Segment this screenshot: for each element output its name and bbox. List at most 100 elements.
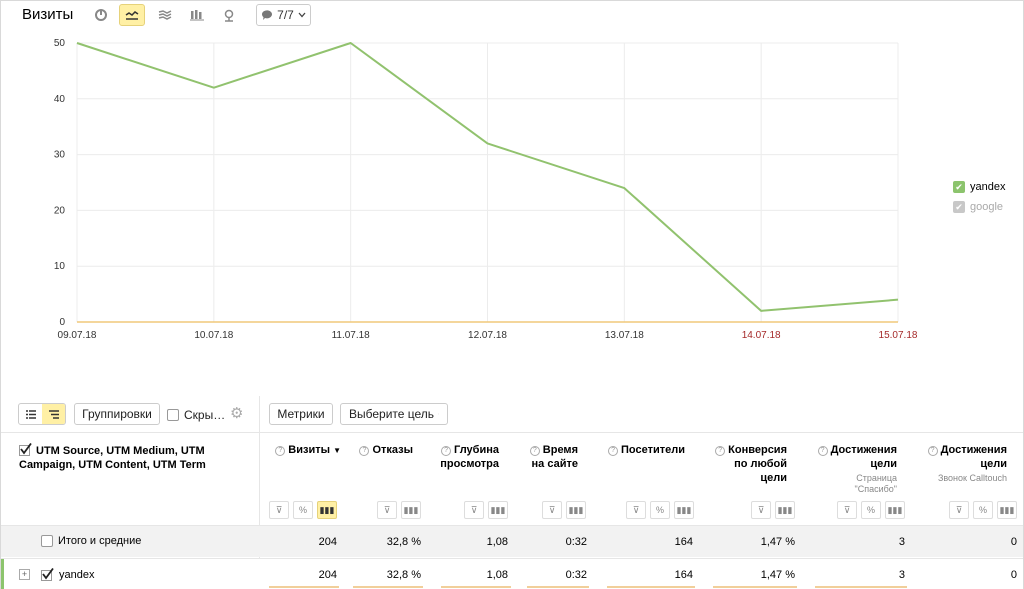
filter-icon[interactable]: ⊽ xyxy=(949,501,969,519)
checkbox-checked-icon: ✔ xyxy=(953,201,965,213)
percent-icon[interactable]: % xyxy=(973,501,993,519)
cell-visits: 204 xyxy=(318,536,337,548)
filter-icon[interactable]: ⊽ xyxy=(626,501,646,519)
col-label: Достижения цели xyxy=(940,444,1007,470)
value-bar xyxy=(815,586,907,588)
col-header-visitors[interactable]: ? Посетители xyxy=(601,443,685,457)
y-tick-label: 10 xyxy=(54,261,66,272)
groupings-button[interactable]: Группировки xyxy=(74,403,160,425)
help-icon: ? xyxy=(441,446,452,456)
map-pin-icon[interactable] xyxy=(216,4,242,26)
col-label: Время на сайте xyxy=(531,444,578,470)
x-tick-label: 09.07.18 xyxy=(58,330,97,341)
annotations-dropdown[interactable]: 7/7 xyxy=(256,4,311,26)
cell-depth: 1,08 xyxy=(486,569,508,581)
goal-select[interactable]: Выберите цель xyxy=(340,403,448,425)
checkbox-empty-icon xyxy=(41,535,53,547)
col-header-bounces[interactable]: ? Отказы xyxy=(351,443,413,457)
x-tick-label: 13.07.18 xyxy=(605,330,644,341)
bars-icon[interactable]: ▮▮▮ xyxy=(775,501,795,519)
dimension-header[interactable]: UTM Source, UTM Medium, UTM Campaign, UT… xyxy=(19,442,255,472)
metrics-button[interactable]: Метрики xyxy=(269,403,333,425)
checkbox-empty-icon xyxy=(167,409,179,421)
cell-depth: 1,08 xyxy=(486,536,508,548)
bars-icon[interactable]: ▮▮▮ xyxy=(674,501,694,519)
bar-chart-icon[interactable] xyxy=(184,4,210,26)
help-icon: ? xyxy=(275,446,286,456)
series-line-yandex xyxy=(76,42,899,312)
col-header-goal-calltouch[interactable]: ? Достижения цели Звонок Calltouch xyxy=(923,443,1007,484)
value-bar xyxy=(269,586,339,588)
col-sublabel: Страница "Спасибо" xyxy=(854,473,897,494)
help-icon: ? xyxy=(715,446,726,456)
table-row[interactable]: + yandex 204 32,8 % 1,08 0:32 164 1,47 %… xyxy=(1,558,1023,589)
chevron-down-icon xyxy=(298,12,306,18)
expand-icon[interactable]: + xyxy=(19,569,30,580)
gear-icon[interactable]: ⚙ xyxy=(230,405,244,422)
col-header-goal-thanks[interactable]: ? Достижения цели Страница "Спасибо" xyxy=(813,443,897,495)
bars-icon[interactable]: ▮▮▮ xyxy=(885,501,905,519)
filter-icon[interactable]: ⊽ xyxy=(377,501,397,519)
bars-icon[interactable]: ▮▮▮ xyxy=(401,501,421,519)
checkmark-icon[interactable] xyxy=(41,567,54,581)
line-chart-icon[interactable] xyxy=(119,4,145,26)
value-bar xyxy=(527,586,589,588)
col-label: Визиты xyxy=(288,444,331,456)
list-view-icon[interactable] xyxy=(19,404,42,424)
percent-icon[interactable]: % xyxy=(650,501,670,519)
help-icon: ? xyxy=(529,446,540,456)
filter-icon[interactable]: ⊽ xyxy=(751,501,771,519)
x-tick-label: 14.07.18 xyxy=(742,330,781,341)
x-tick-label: 11.07.18 xyxy=(332,330,371,341)
legend-item-google[interactable]: ✔ google xyxy=(953,197,1005,217)
cell-time: 0:32 xyxy=(565,536,587,548)
checkmark-icon xyxy=(19,442,32,456)
tree-view-icon[interactable] xyxy=(42,404,65,424)
col-sublabel: Звонок Calltouch xyxy=(937,473,1007,483)
view-mode-toggle[interactable] xyxy=(18,403,66,425)
x-tick-label: 15.07.18 xyxy=(879,330,918,341)
hide-checkbox[interactable]: Скры… xyxy=(167,408,225,422)
legend-item-yandex[interactable]: ✔ yandex xyxy=(953,177,1005,197)
filter-icon[interactable]: ⊽ xyxy=(269,501,289,519)
chevron-down-icon xyxy=(438,413,439,415)
total-checkbox[interactable]: Итого и средние xyxy=(41,535,141,547)
filter-icon[interactable]: ⊽ xyxy=(464,501,484,519)
cell-goal-calltouch: 0 xyxy=(1010,569,1017,581)
bars-icon[interactable]: ▮▮▮ xyxy=(566,501,586,519)
y-tick-label: 0 xyxy=(59,317,65,328)
col-header-visits[interactable]: ? Визиты ▼ xyxy=(271,443,341,458)
legend-label: yandex xyxy=(970,181,1006,193)
row-color-marker xyxy=(1,559,4,589)
col-header-conversion[interactable]: ? Конверсия по любой цели xyxy=(709,443,787,485)
pie-chart-icon[interactable] xyxy=(88,4,114,26)
filter-icon[interactable]: ⊽ xyxy=(837,501,857,519)
filter-icon[interactable]: ⊽ xyxy=(542,501,562,519)
table-header: UTM Source, UTM Medium, UTM Campaign, UT… xyxy=(1,432,1023,525)
x-tick-label: 10.07.18 xyxy=(194,330,233,341)
y-tick-label: 50 xyxy=(54,38,66,49)
percent-icon[interactable]: % xyxy=(293,501,313,519)
table-toolbar: Группировки Скры… ⚙ Метрики Выберите цел… xyxy=(1,396,1023,432)
y-tick-label: 20 xyxy=(54,205,66,216)
hide-label: Скры… xyxy=(184,408,226,422)
legend-label: google xyxy=(970,201,1004,213)
cell-goal-calltouch: 0 xyxy=(1010,536,1017,548)
col-header-time[interactable]: ? Время на сайте xyxy=(521,443,578,471)
area-chart-icon[interactable] xyxy=(152,4,178,26)
cell-goal-thanks: 3 xyxy=(898,536,905,548)
row-dimension: + yandex xyxy=(19,567,95,581)
col-label: Достижения цели xyxy=(830,444,897,470)
percent-icon[interactable]: % xyxy=(861,501,881,519)
bars-icon[interactable]: ▮▮▮ xyxy=(488,501,508,519)
sort-desc-icon: ▼ xyxy=(333,446,341,455)
cell-visits: 204 xyxy=(318,569,337,581)
row-label[interactable]: yandex xyxy=(59,568,95,581)
help-icon: ? xyxy=(359,446,370,456)
y-tick-label: 30 xyxy=(54,150,66,161)
cell-time: 0:32 xyxy=(565,569,587,581)
comment-icon xyxy=(262,10,273,20)
bars-icon[interactable]: ▮▮▮ xyxy=(317,501,337,519)
col-header-depth[interactable]: ? Глубина просмотра xyxy=(431,443,499,471)
bars-icon[interactable]: ▮▮▮ xyxy=(997,501,1017,519)
